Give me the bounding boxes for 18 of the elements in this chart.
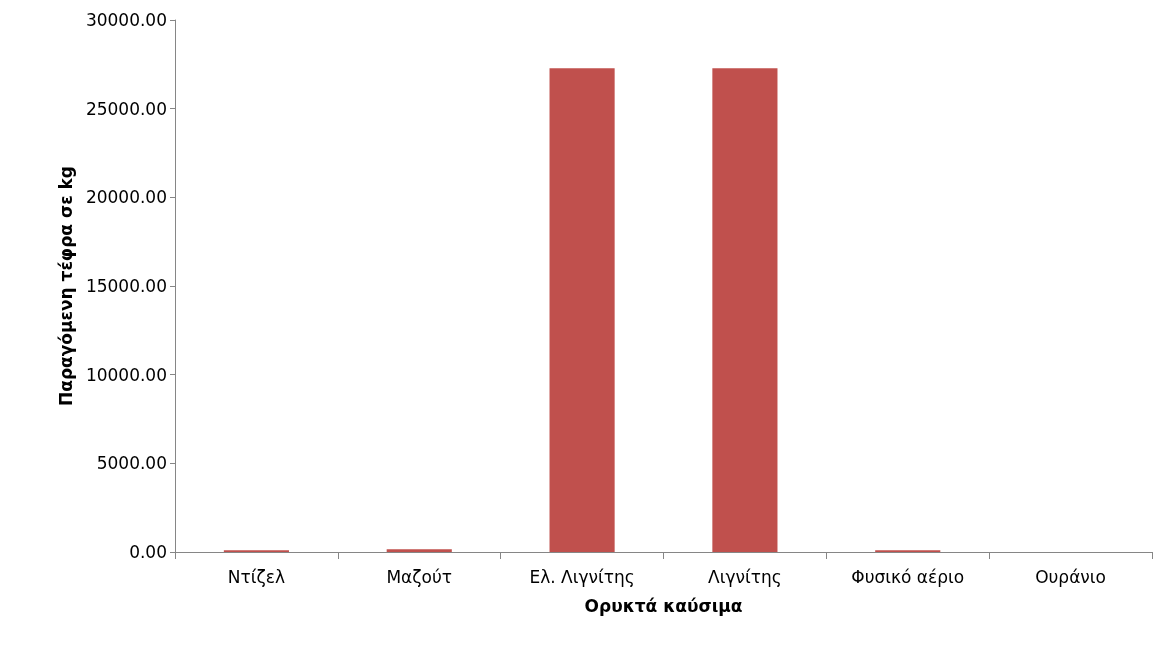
x-tick-label: Φυσικό αέριο bbox=[851, 566, 965, 587]
x-tick-label: Μαζούτ bbox=[386, 566, 453, 587]
y-axis-title: Παραγόμενη τέφρα σε kg bbox=[56, 165, 77, 407]
x-tick-label: Ουράνιο bbox=[1035, 566, 1107, 587]
y-tick-label: 30000.00 bbox=[85, 10, 167, 30]
bar bbox=[712, 68, 778, 552]
y-tick-label: 10000.00 bbox=[85, 364, 167, 385]
x-tick-label: Λιγνίτης bbox=[708, 566, 782, 587]
y-tick-label: 5000.00 bbox=[96, 453, 167, 474]
y-tick-label: 0.00 bbox=[129, 542, 167, 562]
x-axis-title: Ορυκτά καύσιμα bbox=[584, 595, 743, 616]
y-tick-label: 20000.00 bbox=[85, 187, 167, 208]
x-tick-label: Ντίζελ bbox=[227, 566, 286, 587]
x-tick-label: Ελ. Λιγνίτης bbox=[529, 566, 635, 587]
y-tick-label: 25000.00 bbox=[85, 98, 167, 119]
y-tick-label: 15000.00 bbox=[85, 276, 167, 296]
bar bbox=[549, 68, 615, 552]
bar bbox=[386, 549, 452, 552]
